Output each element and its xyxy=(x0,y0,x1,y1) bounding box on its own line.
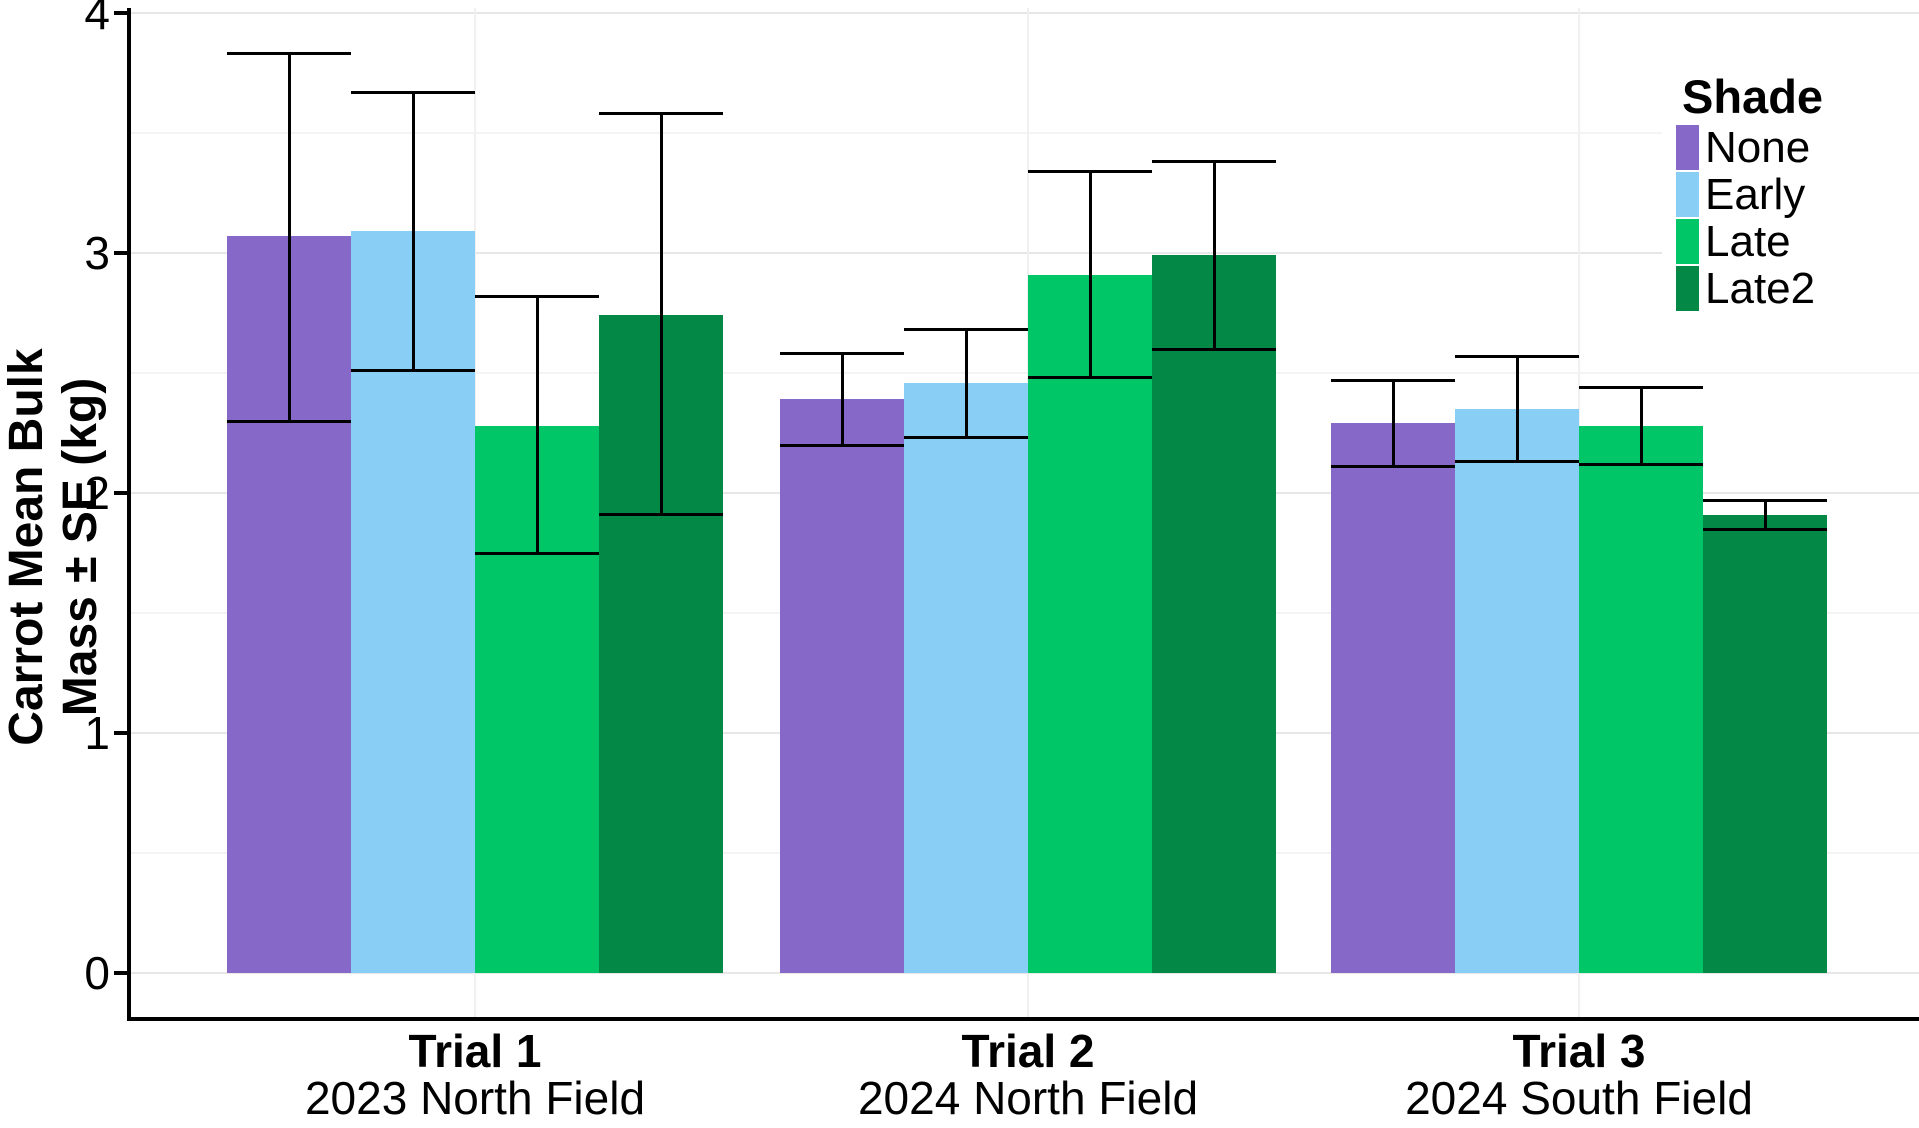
error-bar-cap-bottom xyxy=(780,443,904,447)
legend-swatch-early xyxy=(1676,172,1699,217)
bar-late2-3 xyxy=(1703,514,1827,973)
x-category-label: Trial 2 2024 North Field xyxy=(748,1028,1308,1122)
gridline-minor xyxy=(129,372,1919,374)
error-bar-line xyxy=(1515,356,1519,462)
error-bar-line xyxy=(1212,161,1216,349)
error-bar-line xyxy=(287,53,291,421)
x-category-name: Trial 2 xyxy=(961,1025,1095,1077)
legend-row-late2: Late2 xyxy=(1662,265,1919,312)
error-bar-cap-top xyxy=(904,328,1028,332)
legend-row-none: None xyxy=(1662,124,1919,171)
x-category-subtitle: 2024 South Field xyxy=(1405,1072,1753,1124)
error-bar-cap-bottom xyxy=(227,419,351,423)
x-axis-line xyxy=(127,1017,1919,1021)
legend-swatch-late xyxy=(1676,219,1699,264)
y-tick-mark xyxy=(114,251,127,255)
x-category-subtitle: 2023 North Field xyxy=(304,1072,646,1124)
error-bar-line xyxy=(1088,171,1092,378)
bar-early-2 xyxy=(904,382,1028,973)
legend-swatch-late2 xyxy=(1676,266,1699,311)
y-axis-title-line1: Carrot Mean Bulk xyxy=(0,348,53,746)
error-bar-cap-bottom xyxy=(1455,460,1579,464)
x-category-label: Trial 3 2024 South Field xyxy=(1299,1028,1859,1122)
error-bar-cap-bottom xyxy=(1331,465,1455,469)
legend-row-early: Early xyxy=(1662,171,1919,218)
x-category-name: Trial 1 xyxy=(408,1025,542,1077)
error-bar-cap-bottom xyxy=(599,513,723,517)
error-bar-cap-top xyxy=(1152,160,1276,164)
y-axis-line xyxy=(127,8,131,1021)
y-axis-title-line2: Mass ± SE (kg) xyxy=(54,377,107,717)
error-bar-cap-top xyxy=(1703,498,1827,502)
error-bar-cap-top xyxy=(1331,378,1455,382)
error-bar-cap-top xyxy=(227,52,351,56)
legend: Shade None Early Late Late2 xyxy=(1662,70,1919,318)
x-category-name: Trial 3 xyxy=(1512,1025,1646,1077)
bar-late-3 xyxy=(1579,425,1703,973)
bar-early-3 xyxy=(1455,409,1579,973)
error-bar-cap-top xyxy=(351,90,475,94)
legend-label-none: None xyxy=(1705,123,1811,172)
error-bar-cap-bottom xyxy=(1028,376,1152,380)
legend-label-late: Late xyxy=(1705,217,1791,266)
legend-swatch-none xyxy=(1676,125,1699,170)
bar-none-2 xyxy=(780,399,904,973)
error-bar-cap-top xyxy=(1028,169,1152,173)
y-axis-title: Carrot Mean Bulk Mass ± SE (kg) xyxy=(0,97,116,997)
error-bar-cap-top xyxy=(1579,385,1703,389)
error-bar-line xyxy=(535,296,539,553)
y-tick-label: 4 xyxy=(84,0,110,39)
y-tick-label: 3 xyxy=(84,227,110,279)
x-category-label: Trial 1 2023 North Field xyxy=(195,1028,755,1122)
legend-title: Shade xyxy=(1682,70,1824,123)
error-bar-line xyxy=(659,113,663,515)
gridline-minor xyxy=(129,132,1919,134)
bar-late-2 xyxy=(1028,274,1152,973)
y-tick-mark xyxy=(114,731,127,735)
bar-none-3 xyxy=(1331,423,1455,973)
y-tick-mark xyxy=(114,491,127,495)
legend-rows: None Early Late Late2 xyxy=(1662,124,1919,312)
legend-row-late: Late xyxy=(1662,218,1919,265)
error-bar-cap-bottom xyxy=(1152,347,1276,351)
error-bar-line xyxy=(1391,380,1395,467)
y-tick-label: 1 xyxy=(84,707,110,759)
y-tick-mark xyxy=(114,11,127,15)
error-bar-cap-top xyxy=(1455,354,1579,358)
error-bar-cap-top xyxy=(599,112,723,116)
error-bar-line xyxy=(411,92,415,371)
gridline-major xyxy=(129,12,1919,14)
y-tick-label: 2 xyxy=(84,467,110,519)
legend-label-early: Early xyxy=(1705,170,1806,219)
error-bar-cap-bottom xyxy=(1703,527,1827,531)
error-bar-cap-bottom xyxy=(904,436,1028,440)
y-tick-mark xyxy=(114,971,127,975)
error-bar-line xyxy=(964,329,968,438)
y-tick-label: 0 xyxy=(84,947,110,999)
bar-late2-2 xyxy=(1152,255,1276,973)
gridline-major xyxy=(129,972,1919,974)
error-bar-cap-top xyxy=(475,294,599,298)
error-bar-cap-bottom xyxy=(351,369,475,373)
gridline-major xyxy=(129,252,1919,254)
error-bar-line xyxy=(1639,387,1643,465)
error-bar-line xyxy=(840,353,844,445)
error-bar-cap-top xyxy=(780,352,904,356)
error-bar-cap-bottom xyxy=(1579,462,1703,466)
x-category-subtitle: 2024 North Field xyxy=(857,1072,1199,1124)
error-bar-cap-bottom xyxy=(475,551,599,555)
legend-label-late2: Late2 xyxy=(1705,264,1816,313)
error-bar-line xyxy=(1763,500,1767,529)
